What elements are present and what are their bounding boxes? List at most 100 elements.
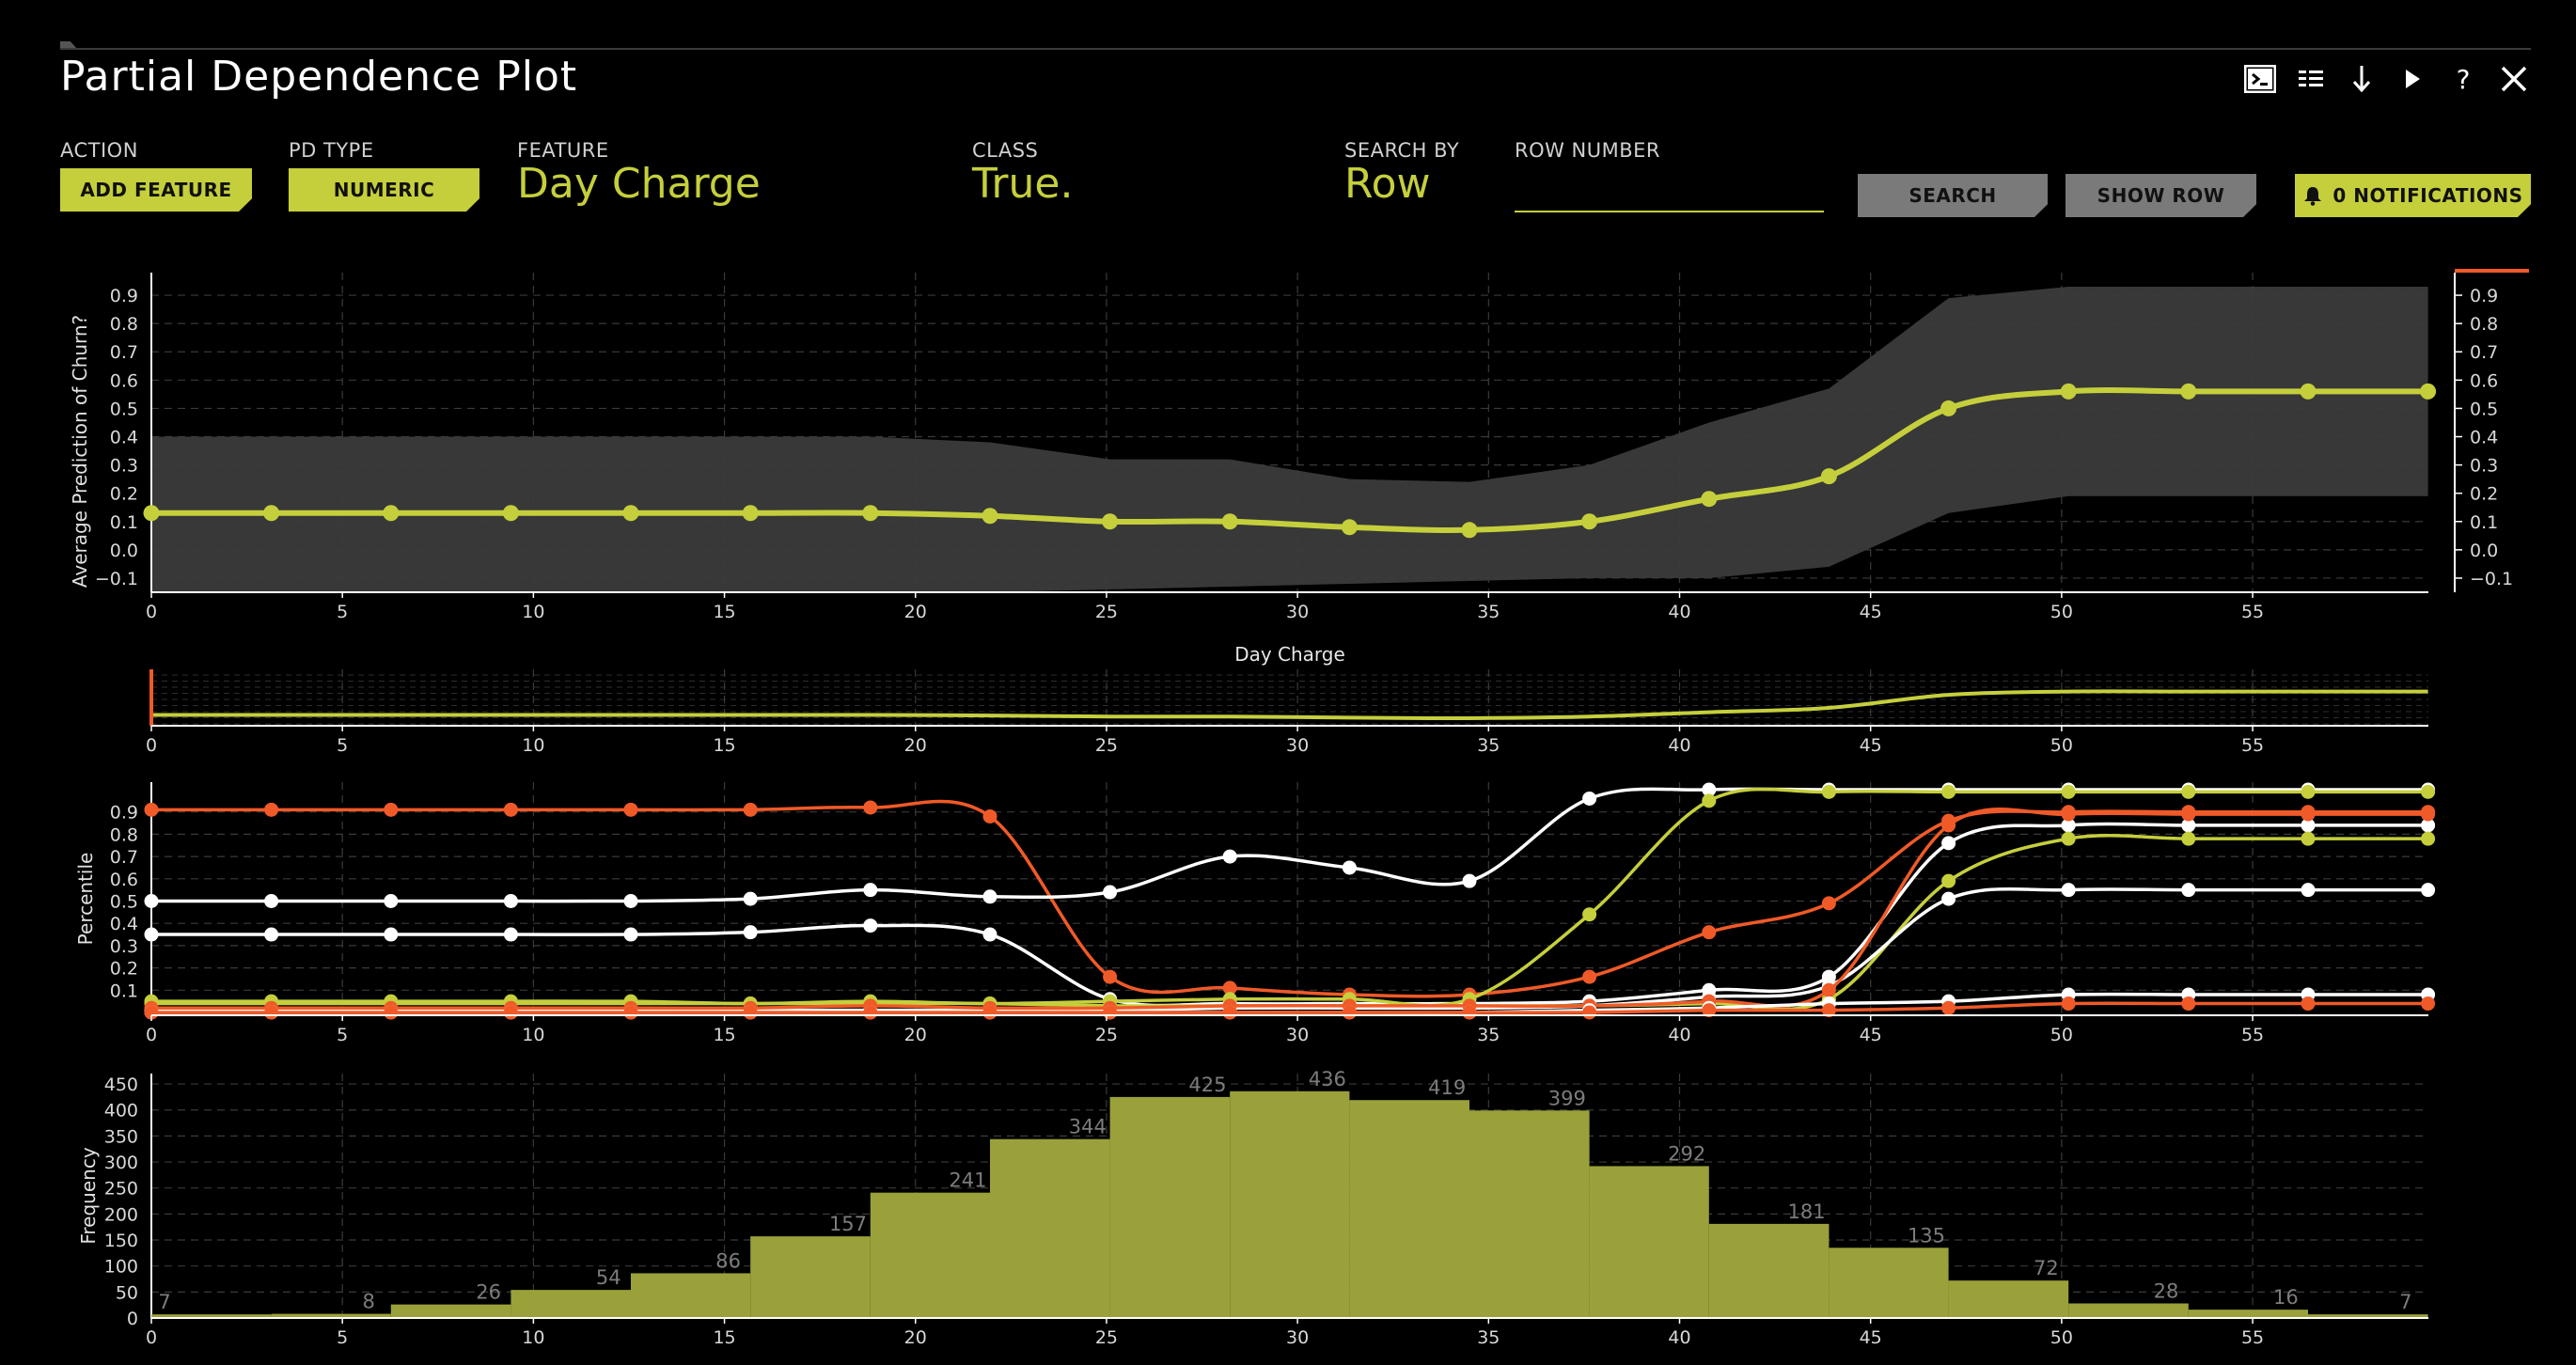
download-arrow-icon[interactable] <box>2345 62 2379 96</box>
percentile-point <box>503 894 518 908</box>
percentile-point <box>1941 873 1956 888</box>
histogram-bar <box>631 1273 751 1318</box>
y-tick-label: 0.9 <box>110 803 138 824</box>
percentile-point <box>264 1005 279 1020</box>
x-tick-label: 0 <box>146 1025 157 1045</box>
histogram-bar <box>1589 1166 1709 1318</box>
search-by-select[interactable]: Row <box>1344 160 1431 208</box>
x-tick-label: 5 <box>337 602 348 622</box>
y-tick-label: 0.2 <box>110 484 138 505</box>
x-tick-label: 35 <box>1477 1025 1500 1045</box>
percentile-point <box>1702 925 1717 940</box>
percentile-point <box>2301 883 2316 898</box>
pd-point <box>502 505 519 522</box>
percentile-point <box>1342 1005 1357 1020</box>
percentile-point <box>2061 831 2076 846</box>
percentile-point <box>2421 883 2436 898</box>
percentile-point <box>144 894 159 908</box>
bar-value-label: 28 <box>2154 1280 2179 1303</box>
percentile-point <box>1941 836 1956 851</box>
x-tick-label: 25 <box>1095 1025 1118 1045</box>
y-tick-label-right: 0.9 <box>2470 286 2498 306</box>
class-select[interactable]: True. <box>972 160 1074 208</box>
percentile-point <box>1103 885 1118 900</box>
pd-point <box>1102 513 1119 530</box>
y-tick-label: −0.1 <box>95 569 138 589</box>
percentile-point <box>2301 807 2316 822</box>
x-tick-label: 30 <box>1286 1327 1309 1348</box>
x-tick-label: 30 <box>1286 602 1309 622</box>
percentile-point <box>1821 1003 1836 1018</box>
bar-value-label: 399 <box>1548 1087 1586 1109</box>
pd-point <box>862 505 879 522</box>
bell-icon <box>2302 185 2323 206</box>
notifications-button[interactable]: 0 NOTIFICATIONS <box>2295 174 2531 217</box>
pd-line <box>151 387 2428 534</box>
y-tick-label: 0.3 <box>110 936 138 957</box>
percentile-point <box>264 894 279 908</box>
close-icon[interactable] <box>2497 62 2531 96</box>
row-number-input[interactable] <box>1515 177 1824 212</box>
histogram-bar <box>989 1138 1110 1318</box>
show-row-button[interactable]: SHOW ROW <box>2066 174 2256 217</box>
search-button[interactable]: SEARCH <box>1858 174 2048 217</box>
pd-type-label: PD TYPE <box>289 139 374 162</box>
percentile-point <box>863 918 878 934</box>
percentile-point <box>384 1005 399 1020</box>
percentile-point <box>1702 782 1717 797</box>
pd-navigator-chart: 0 5 10 15 20 25 30 35 40 45 50 55 <box>146 669 2428 756</box>
histogram-bar <box>1230 1090 1350 1318</box>
action-label: ACTION <box>60 139 138 162</box>
bar-value-label: 241 <box>949 1169 986 1192</box>
header-divider <box>60 48 2531 50</box>
y-tick-label: 0.0 <box>110 541 138 561</box>
x-tick-label: 45 <box>1860 1025 1882 1045</box>
class-label: CLASS <box>972 139 1039 162</box>
y-tick-label: 0.1 <box>110 512 138 533</box>
percentile-point <box>743 925 758 940</box>
bar-value-label: 135 <box>1908 1224 1945 1247</box>
list-icon[interactable] <box>2294 62 2328 96</box>
percentile-point <box>1941 1000 1956 1015</box>
histogram-bar <box>1829 1247 1949 1318</box>
pd-point <box>1820 468 1837 485</box>
y-axis-title: Average Prediction of Churn? <box>69 315 91 588</box>
feature-select[interactable]: Day Charge <box>517 160 761 208</box>
percentile-point <box>384 802 399 817</box>
percentile-point <box>1462 1005 1477 1020</box>
percentile-point <box>1821 896 1836 911</box>
play-icon[interactable] <box>2395 62 2429 96</box>
percentile-line <box>151 808 2428 1011</box>
numeric-type-button[interactable]: NUMERIC <box>289 168 479 212</box>
y-tick-label: 450 <box>104 1075 138 1095</box>
percentile-point <box>1582 1005 1597 1020</box>
percentile-point <box>2061 818 2076 833</box>
percentile-chart: 0.10.20.30.40.50.60.70.80.9 Percentile 0 5 1… <box>74 782 2436 1045</box>
percentile-point <box>743 1005 758 1020</box>
bar-value-label: 7 <box>158 1291 170 1313</box>
percentile-point <box>1941 891 1956 906</box>
percentile-point <box>982 889 997 904</box>
percentile-point <box>264 927 279 942</box>
y-tick-label: 0.7 <box>110 847 138 868</box>
terminal-icon[interactable] <box>2243 62 2277 96</box>
pd-point <box>2420 383 2437 400</box>
percentile-point <box>503 1005 518 1020</box>
feature-label: FEATURE <box>517 139 609 162</box>
percentile-point <box>1702 793 1717 808</box>
y-tick-label-right: 0.0 <box>2470 541 2498 561</box>
pd-point <box>1940 400 1957 416</box>
y-tick-label: 0.8 <box>110 824 138 845</box>
bar-value-label: 425 <box>1188 1074 1226 1096</box>
x-tick-label: 10 <box>522 1327 544 1348</box>
y-tick-label: 0.2 <box>110 959 138 980</box>
x-tick-label: 15 <box>713 1327 735 1348</box>
x-tick-label: 20 <box>904 1327 927 1348</box>
y-tick-label-right: 0.3 <box>2470 456 2498 477</box>
help-icon[interactable]: ? <box>2456 63 2471 95</box>
percentile-line <box>151 1001 2428 1014</box>
percentile-point <box>2061 784 2076 799</box>
add-feature-button[interactable]: ADD FEATURE <box>60 168 252 212</box>
histogram-bar <box>2188 1310 2308 1318</box>
